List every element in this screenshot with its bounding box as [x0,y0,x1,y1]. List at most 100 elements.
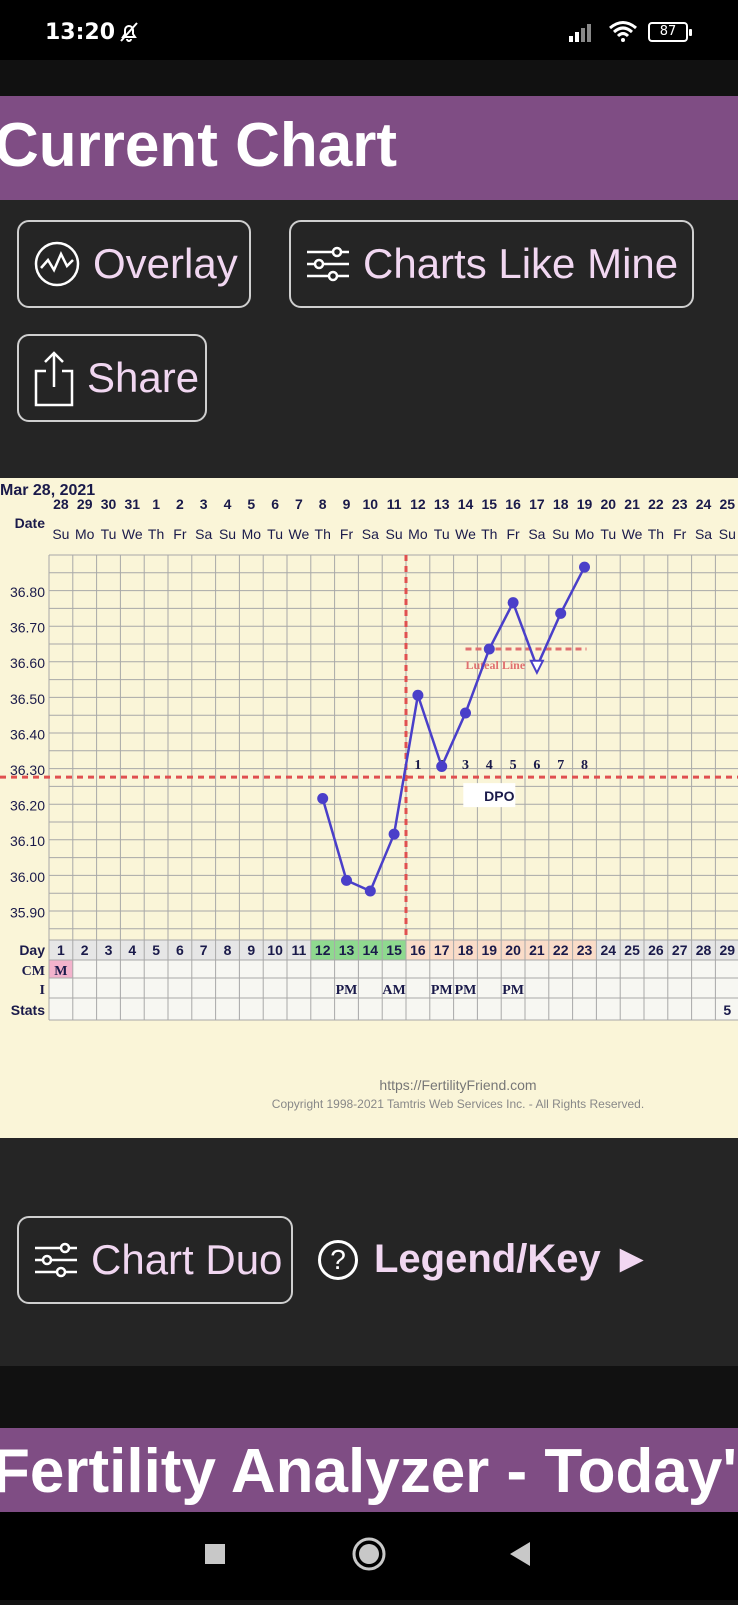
banner-title: Fertility Analyzer - Today's S [0,1437,738,1506]
bottom-button-panel [0,1138,738,1366]
cycle-day-label: 23 [577,942,593,958]
intercourse-entry: PM [502,983,524,998]
cycle-day-label: 7 [200,942,208,958]
luteal-line-label: Luteal Line [466,658,526,672]
cycle-day-label: 1 [57,942,65,958]
stats-entry: 5 [723,1002,731,1018]
date-label: 14 [458,496,474,512]
help-icon: ? [318,1239,358,1280]
cycle-day-label: 2 [81,942,89,958]
weekday-label: Th [481,526,497,542]
legend-key-link[interactable]: ? Legend/Key ► [318,1237,651,1282]
day-cell [263,940,287,960]
dpo-number: 1 [414,758,421,773]
header-banner: Current Chart [0,96,738,200]
y-tick-label: 36.20 [10,798,45,814]
weekday-label: Mo [575,526,595,542]
share-button[interactable]: Share [17,334,207,422]
cycle-day-label: 24 [601,942,617,958]
date-label: 25 [720,496,736,512]
weekday-label: Mo [242,526,262,542]
cycle-day-label: 11 [291,942,306,958]
cycle-day-label: 16 [410,942,426,958]
cycle-day-label: 9 [247,942,255,958]
day-cell [96,940,121,960]
cycle-day-label: 13 [339,942,355,958]
y-tick-label: 36.40 [10,726,45,742]
date-label: 7 [295,496,303,512]
weekday-label: Tu [600,526,616,542]
day-cell [215,940,240,960]
y-tick-label: 36.30 [10,762,45,778]
status-bar: 13:20 87 [0,0,738,60]
day-cell [429,940,454,960]
day-cell [191,940,216,960]
intercourse-entry: PM [431,983,453,998]
day-cell [120,940,145,960]
temperature-point [579,561,590,573]
cycle-day-label: 15 [386,942,402,958]
cycle-day-label: 3 [105,942,113,958]
row-background [49,960,738,978]
day-cell [406,940,430,960]
weekday-label: Fr [173,526,187,542]
chart-duo-label: Chart Duo [91,1236,283,1283]
legend-key-label: Legend/Key ► [374,1237,652,1281]
date-label: 31 [125,496,141,512]
temperature-point [507,597,519,609]
temperature-point [436,760,448,772]
recents-icon[interactable] [205,1544,225,1564]
overlay-button[interactable]: Overlay [17,220,251,308]
dpo-label: DPO [484,788,514,804]
footer-url: https://FertilityFriend.com [379,1077,536,1093]
cycle-day-label: 29 [720,942,736,958]
weekday-label: We [289,526,310,542]
weekday-label: Su [52,526,69,542]
date-label: 21 [624,496,640,512]
date-label: 19 [577,496,593,512]
bbt-chart-svg: Mar 28, 2021DateDayCMIStats28Su129Mo230T… [0,482,738,1111]
cycle-day-label: 4 [128,942,136,958]
day-row-label: Day [19,942,45,958]
y-tick-label: 36.80 [10,584,45,600]
cycle-day-label: 19 [482,942,498,958]
chart-start-date: Mar 28, 2021 [0,482,95,499]
fertility-analyzer-banner[interactable]: Fertility Analyzer - Today's S [0,1428,738,1512]
day-cell [548,940,573,960]
navigation-bar [0,1512,738,1600]
weekday-label: Th [315,526,331,542]
button-panel [0,200,738,478]
date-label: 12 [410,496,426,512]
home-icon[interactable] [352,1537,386,1571]
chart-duo-button[interactable]: Chart Duo [17,1216,293,1304]
date-label: 24 [696,496,712,512]
fertility-chart[interactable]: Mar 28, 2021 Date Day CM I Stats 28 Su 1 29 Mo 2 30 T… [0,478,738,1138]
cycle-day-label: 10 [267,942,283,958]
dpo-label-box [463,783,516,808]
cycle-day-label: 18 [458,942,474,958]
date-label: 8 [319,496,327,512]
day-cell [596,940,621,960]
intercourse-entry: AM [382,983,405,998]
weekday-label: Sa [528,526,545,542]
day-cell [501,940,525,960]
weekday-label: Su [386,526,403,542]
temperature-point [341,874,352,886]
back-icon[interactable] [510,1542,530,1566]
share-label: Share [87,354,200,401]
date-label: 18 [553,496,569,512]
date-label: 23 [672,496,688,512]
cycle-day-label: 20 [505,942,521,958]
date-label: 16 [505,496,521,512]
charts-like-mine-button[interactable]: Charts Like Mine [289,220,694,308]
day-cell [477,940,502,960]
wifi-icon [608,20,638,47]
date-label: 6 [271,496,279,512]
day-cell [572,940,597,960]
y-tick-label: 36.00 [10,869,45,885]
weekday-label: Tu [101,526,117,542]
stats-row-label: Stats [11,1002,45,1018]
date-label: 9 [343,496,351,512]
weekday-label: Tu [434,526,450,542]
weekday-label: Su [719,526,736,542]
